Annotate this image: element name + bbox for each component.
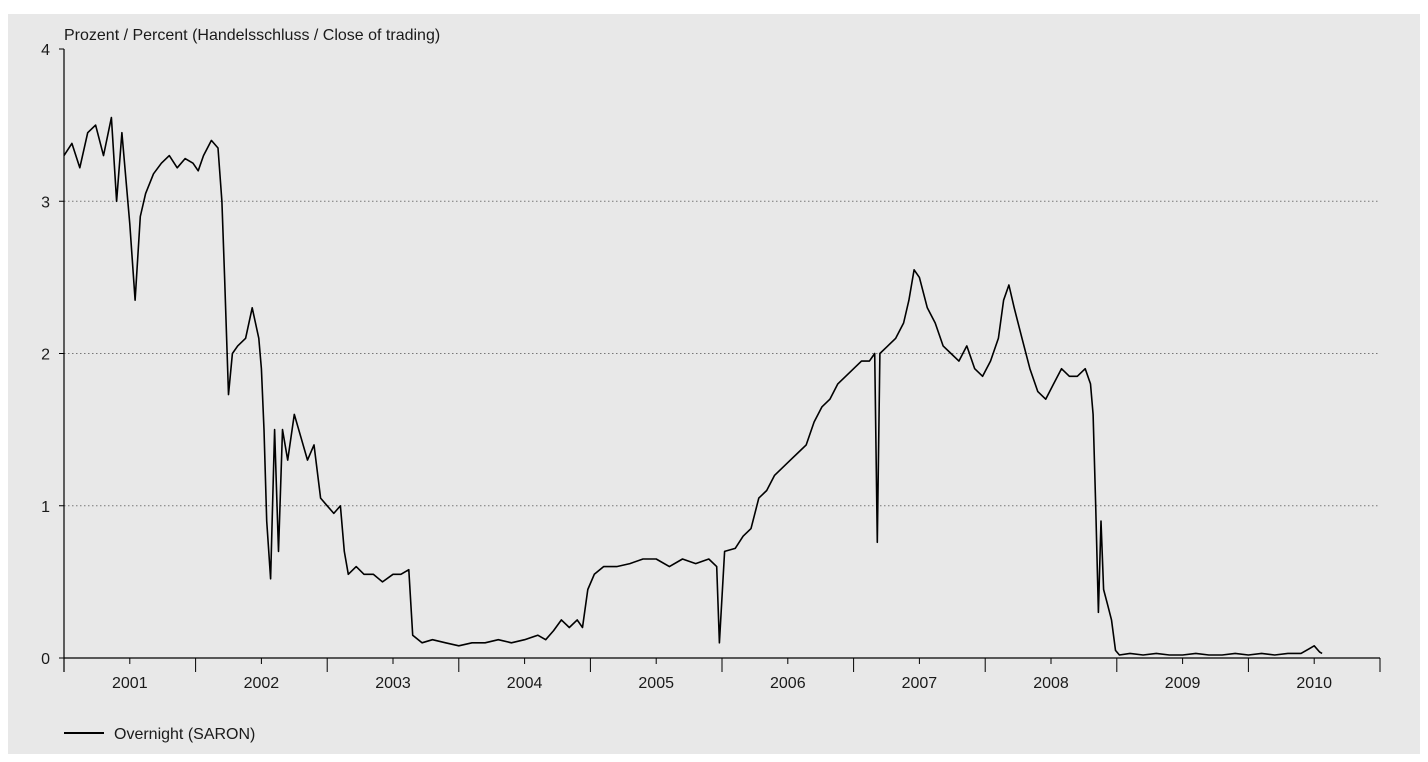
y-axis-title: Prozent / Percent (Handelsschluss / Clos… [64,27,440,44]
x-tick-label: 2004 [507,675,543,692]
y-tick-label: 4 [41,42,50,59]
x-tick-label: 2005 [638,675,674,692]
y-tick-label: 1 [41,499,50,516]
x-tick-label: 2007 [902,675,938,692]
x-tick-label: 2006 [770,675,806,692]
x-tick-label: 2003 [375,675,411,692]
x-tick-label: 2008 [1033,675,1069,692]
grid-lines [64,200,1380,507]
y-tick-label: 0 [41,651,50,668]
x-tick-label: 2009 [1165,675,1201,692]
x-tick-label: 2010 [1296,675,1332,692]
legend-label: Overnight (SARON) [114,726,255,743]
x-tick-label: 2002 [244,675,280,692]
x-tick-label: 2001 [112,675,148,692]
y-tick-labels: 0 1 2 3 4 [41,42,64,668]
legend: Overnight (SARON) [64,726,255,743]
series-line-overnight-saron [63,116,1323,656]
y-tick-label: 3 [41,194,50,211]
y-tick-label: 2 [41,347,50,364]
chart-panel [8,14,1420,754]
x-tick-labels: 2001 2002 2003 2004 2005 2006 2007 2008 2009 2010 [63,658,1381,692]
